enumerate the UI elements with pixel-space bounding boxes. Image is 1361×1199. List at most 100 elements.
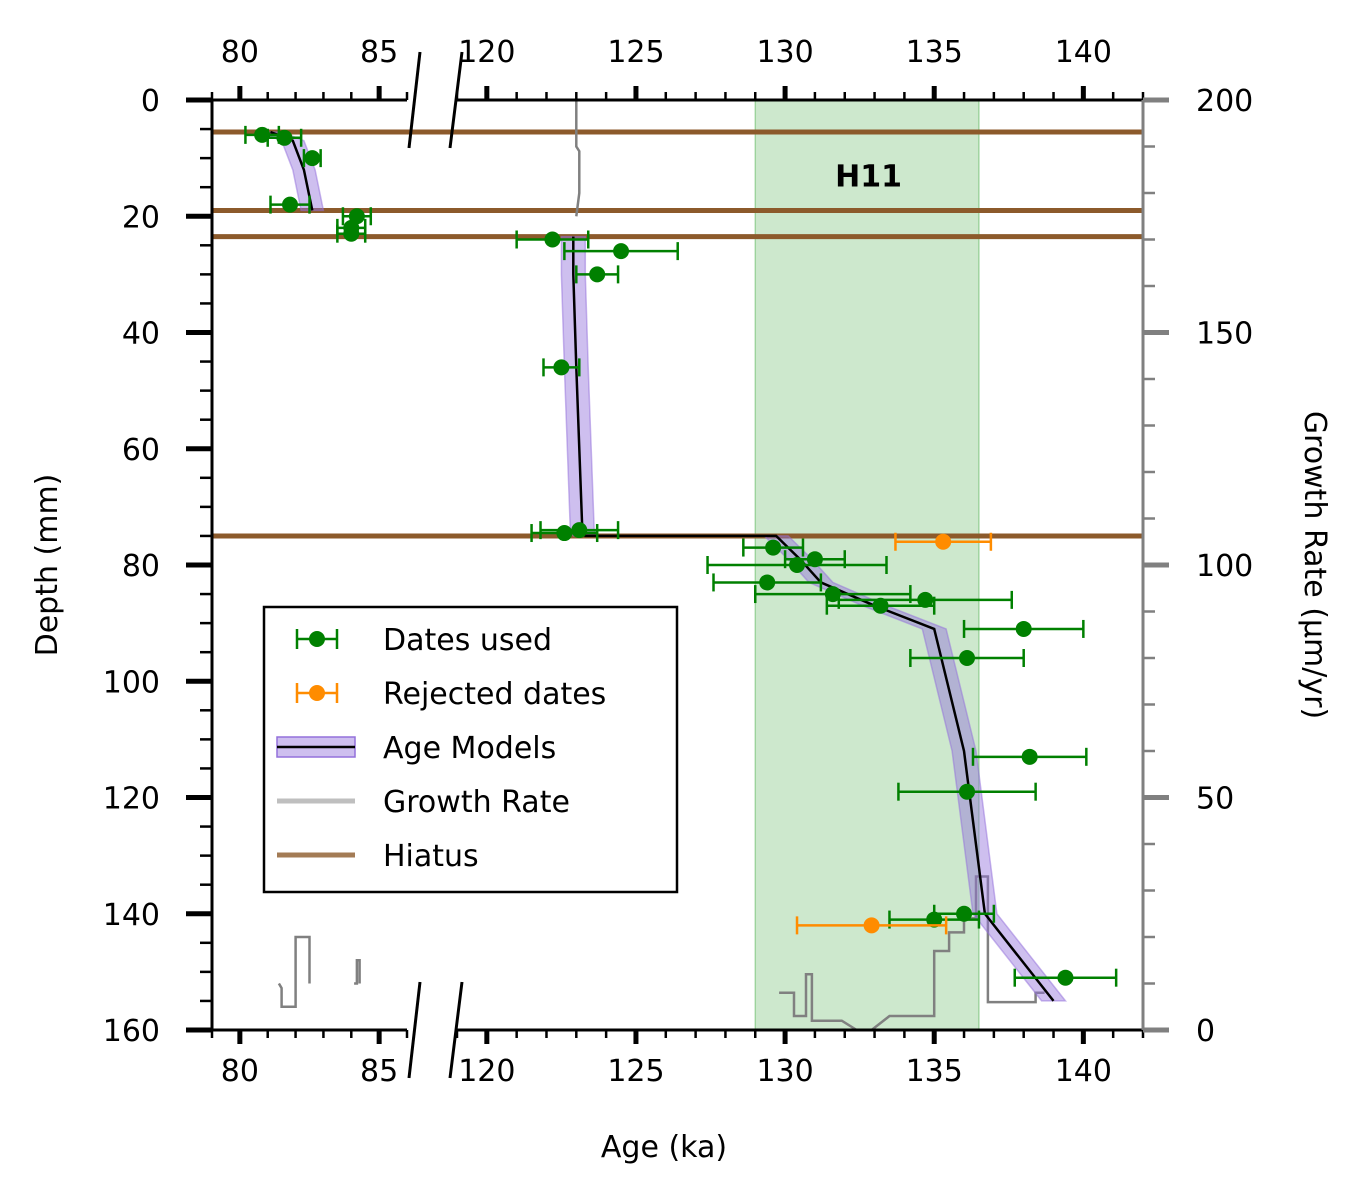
y-axis-title: Depth (mm) (30, 474, 65, 657)
dates-used-marker (589, 266, 606, 283)
legend-entry-2: Age Models (276, 731, 556, 766)
y-tick-label: 20 (122, 200, 160, 235)
dates-used-point-2 (302, 149, 322, 168)
x-tick-label-bottom: 80 (221, 1054, 259, 1089)
legend-entry-1: Rejected dates (295, 677, 606, 712)
dates-used-marker (1015, 620, 1032, 637)
dates-used-point-24 (932, 904, 996, 923)
dates-used-point-15 (706, 556, 888, 574)
legend-frame (262, 605, 679, 894)
growth-rate-line-0 (575, 100, 581, 217)
dates-used-marker (556, 525, 573, 542)
dates-used-marker (343, 225, 360, 242)
y-tick-label: 60 (122, 433, 160, 468)
axis-break-mark (407, 981, 422, 1079)
growth-rate-line-2 (354, 959, 361, 985)
dates-used-marker (304, 150, 321, 167)
date-points-layer (244, 125, 1118, 987)
y2-tick-label: 0 (1196, 1014, 1215, 1049)
x-tick-label-bottom: 120 (458, 1054, 515, 1089)
dates-used-marker (824, 586, 841, 603)
dates-used-point-9 (575, 265, 620, 284)
x-tick-label-top: 135 (906, 35, 963, 70)
dates-used-point-3 (269, 195, 311, 214)
y-tick-label: 100 (103, 665, 160, 700)
y2-tick-label: 50 (1196, 782, 1234, 817)
dates-used-marker (959, 650, 976, 666)
x-tick-label-bottom: 140 (1055, 1054, 1112, 1089)
y-tick-label: 160 (103, 1014, 160, 1049)
legend-entry-0: Dates used (295, 623, 552, 658)
dates-used-point-23 (897, 782, 1037, 801)
dates-used-point-10 (542, 358, 581, 377)
y2-tick-label: 150 (1196, 317, 1253, 352)
dates-used-point-8 (563, 242, 679, 261)
dates-used-marker (926, 911, 943, 928)
dates-used-marker (282, 196, 298, 213)
dates-used-point-6 (336, 224, 367, 243)
rejected-point-1 (795, 916, 948, 935)
dates-used-point-13 (742, 538, 805, 557)
dates-used-point-7 (515, 230, 590, 249)
x-axis-title: Age (ka) (601, 1130, 727, 1165)
dates-used-marker (613, 243, 630, 260)
x-tick-label-bottom: 125 (607, 1054, 664, 1089)
legend-label: Rejected dates (383, 677, 606, 712)
y-tick-label: 120 (103, 782, 160, 817)
legend-label: Dates used (383, 623, 552, 658)
x-tick-label-top: 80 (221, 35, 259, 70)
dates-used-point-19 (837, 590, 1014, 609)
dates-used-marker (765, 539, 782, 556)
x-tick-label-top: 120 (458, 35, 515, 70)
y-tick-label: 40 (122, 317, 160, 352)
y2-tick-label: 200 (1196, 84, 1253, 119)
dates-used-marker (553, 359, 570, 376)
x-tick-label-top: 85 (360, 35, 398, 70)
legend: Dates used Rejected dates Age Models Growth… (262, 605, 679, 894)
y2-axis-title: Growth Rate (μm/yr) (1297, 411, 1332, 719)
dates-used-marker (806, 551, 823, 568)
rejected-marker (863, 917, 880, 934)
y2-tick-label: 100 (1196, 549, 1253, 584)
dates-used-marker (276, 129, 293, 146)
dates-used-marker (872, 597, 889, 614)
dates-used-point-0 (244, 125, 281, 144)
growth-rate-line-3 (779, 875, 1045, 1030)
rejected-point-0 (894, 532, 993, 551)
dates-used-marker (959, 783, 976, 800)
legend-label: Hiatus (383, 839, 479, 874)
dates-used-marker (1021, 748, 1038, 765)
axes-layer: 80 80 85 85 120 120 125 125 130 130 135 135 140 140 0 2… (103, 35, 1254, 1089)
dates-used-point-16 (712, 573, 823, 592)
axis-break-mark (407, 51, 422, 149)
legend-marker (309, 631, 325, 647)
y-tick-label: 140 (103, 898, 160, 933)
legend-label: Growth Rate (383, 785, 570, 820)
dates-used-marker (1057, 969, 1074, 986)
dates-used-marker (571, 522, 588, 539)
legend-entry-3: Growth Rate (277, 785, 570, 820)
dates-used-point-20 (962, 619, 1085, 638)
dates-used-point-22 (971, 747, 1088, 766)
legend-marker (309, 685, 325, 701)
x-tick-label-top: 130 (756, 35, 813, 70)
y-tick-label: 0 (141, 84, 160, 119)
dates-used-marker (956, 905, 973, 922)
growth-rate-layer (277, 100, 1045, 1030)
x-tick-label-bottom: 130 (756, 1054, 813, 1089)
dates-used-point-12 (530, 524, 599, 543)
dates-used-point-21 (909, 649, 1025, 667)
dates-used-point-1 (266, 128, 303, 147)
legend-entry-4: Hiatus (277, 839, 479, 874)
dates-used-marker (254, 126, 271, 143)
hiatus-lines-layer (212, 129, 1143, 539)
x-tick-label-bottom: 85 (360, 1054, 398, 1089)
x-tick-label-top: 125 (607, 35, 664, 70)
dates-used-marker (759, 574, 776, 591)
rejected-marker (935, 533, 952, 550)
dates-used-point-25 (888, 910, 981, 929)
dates-used-marker (789, 557, 806, 573)
h11-annotation: H11 (835, 160, 902, 195)
growth-rate-line-1 (277, 935, 311, 1009)
